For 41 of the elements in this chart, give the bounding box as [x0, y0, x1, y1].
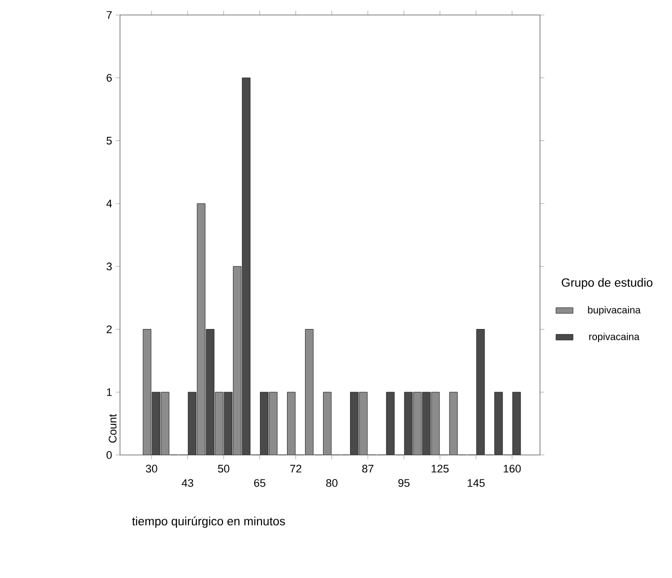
x-axis-title: tiempo quirúrgico en minutos	[132, 516, 285, 528]
y-tick-label: 3	[106, 262, 112, 270]
bar	[188, 392, 196, 455]
y-axis-title: Count	[108, 414, 116, 443]
bar	[196, 203, 206, 455]
bar	[161, 392, 170, 455]
x-tick-label: 80	[326, 479, 338, 487]
bar	[269, 392, 278, 455]
bar	[206, 329, 214, 455]
x-tick-label: 95	[398, 479, 410, 487]
y-tick-label: 4	[106, 200, 112, 208]
bar	[224, 392, 232, 455]
bar	[214, 392, 224, 455]
x-tick-label: 65	[254, 479, 266, 487]
bar	[242, 78, 250, 455]
y-tick-label: 0	[106, 451, 112, 459]
x-tick-label: 125	[432, 464, 449, 473]
x-tick-label: 43	[182, 479, 194, 487]
legend-title: Grupo de estudio	[562, 278, 652, 290]
y-tick-label: 1	[106, 388, 112, 396]
bar	[260, 392, 268, 455]
legend-label: ropivacaina	[589, 332, 640, 342]
x-tick-label: 30	[146, 464, 158, 473]
bar	[287, 392, 296, 455]
x-tick-label: 160	[504, 464, 521, 473]
x-tick-label: 145	[468, 479, 485, 487]
bar	[386, 392, 395, 455]
y-tick-label: 6	[106, 74, 112, 82]
legend-label: bupivacaina	[588, 306, 641, 316]
x-tick-label: 50	[218, 464, 230, 473]
bar	[359, 392, 368, 455]
bar	[232, 266, 242, 455]
x-tick-label: 87	[362, 464, 374, 473]
y-tick-label: 5	[106, 136, 112, 145]
x-tick-label: 72	[290, 464, 302, 472]
bar	[305, 329, 314, 455]
bar	[404, 392, 413, 455]
bar	[323, 392, 332, 455]
bar	[350, 392, 359, 455]
y-tick-label: 2	[106, 325, 112, 334]
y-tick-label: 7	[106, 11, 112, 19]
